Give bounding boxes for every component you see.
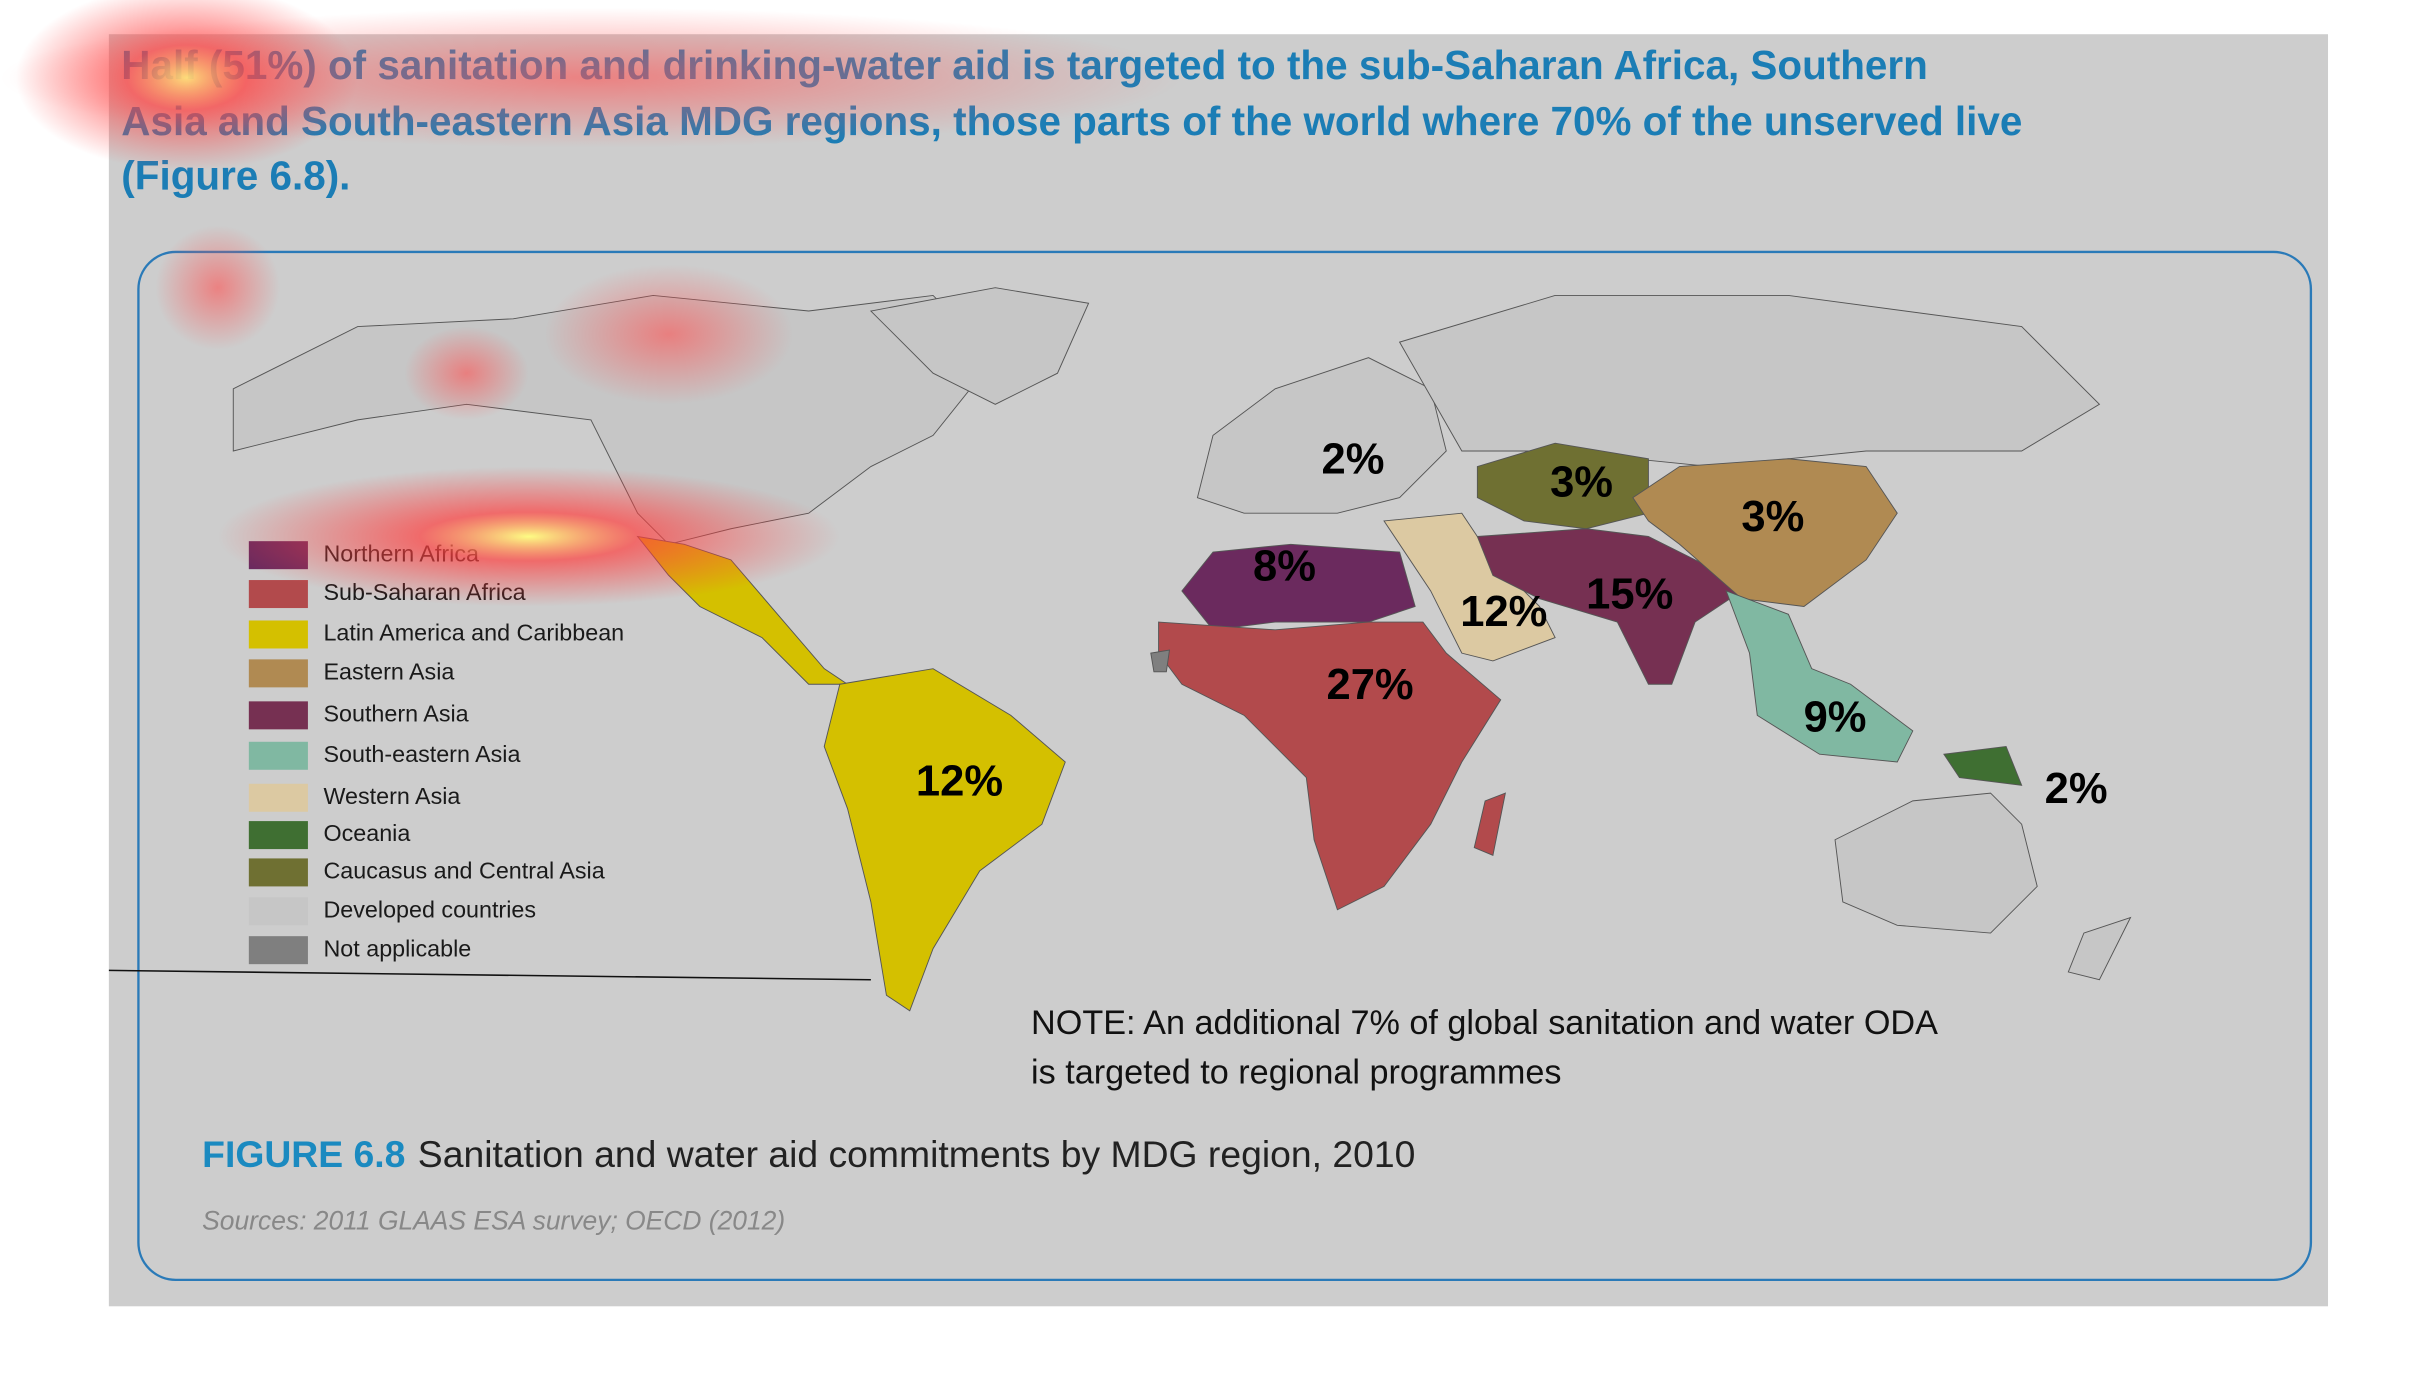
region <box>1150 649 1171 673</box>
legend-label: Oceania <box>323 820 410 846</box>
heading-line: Asia and South-eastern Asia MDG regions,… <box>121 98 2022 144</box>
legend-swatch <box>248 659 308 688</box>
legend-label: Latin America and Caribbean <box>323 620 624 646</box>
note-line: NOTE: An additional 7% of global sanitat… <box>1031 1004 1938 1042</box>
region <box>1473 792 1506 856</box>
figure-title: Sanitation and water aid commitments by … <box>418 1133 1416 1175</box>
legend-swatch <box>248 936 308 965</box>
legend-label: Developed countries <box>323 896 536 922</box>
legend-swatch <box>248 620 308 649</box>
caption: FIGURE 6.8 Sanitation and water aid commi… <box>202 1133 1415 1175</box>
legend-swatch <box>248 701 308 730</box>
region <box>1725 590 1914 763</box>
figure-label: FIGURE 6.8 <box>202 1133 405 1175</box>
region-share: 15% <box>1586 571 1673 619</box>
heading-line: (Figure 6.8). <box>121 153 350 199</box>
region <box>1632 458 1898 607</box>
region-share: 3% <box>1741 493 1804 541</box>
legend-swatch <box>248 580 308 609</box>
legend-label: Caucasus and Central Asia <box>323 858 604 884</box>
region-share: 9% <box>1804 694 1867 742</box>
region <box>1476 442 1649 530</box>
legend-label: Not applicable <box>323 935 471 961</box>
region <box>1476 528 1743 685</box>
region-share: 8% <box>1253 543 1316 591</box>
rule <box>108 969 871 981</box>
region <box>823 668 1066 1012</box>
heading-line: Half (51%) of sanitation and drinking-wa… <box>121 42 1928 88</box>
note-line: is targeted to regional programmes <box>1031 1054 1561 1092</box>
region-share: 3% <box>1550 459 1613 507</box>
legend-label: Sub-Saharan Africa <box>323 579 525 605</box>
region <box>1158 621 1502 911</box>
region-share: 2% <box>1321 435 1384 483</box>
frame <box>137 250 2313 1282</box>
region-share: 12% <box>916 757 1003 805</box>
map-labels: 2% 3% 3% 8% 12% 15% 27% 9% 2% 12% <box>916 435 2108 813</box>
region <box>1196 357 1447 514</box>
sources: Sources: 2011 GLAAS ESA survey; OECD (20… <box>202 1205 785 1235</box>
legend-swatch <box>248 541 308 570</box>
region-share: 27% <box>1326 661 1413 709</box>
region <box>1943 745 2023 786</box>
legend-label: Western Asia <box>323 783 460 809</box>
legend-swatch <box>248 897 308 926</box>
legend-label: South-eastern Asia <box>323 741 520 767</box>
legend-swatch <box>248 858 308 887</box>
legend-swatch <box>248 741 308 770</box>
region <box>1383 512 1556 662</box>
legend-swatch <box>248 783 308 812</box>
legend-label: Eastern Asia <box>323 659 454 685</box>
legend-label: Southern Asia <box>323 701 468 727</box>
region <box>1834 792 2038 934</box>
region <box>869 287 1090 405</box>
legend-label: Northern Africa <box>323 540 479 566</box>
region-share: 12% <box>1460 588 1547 636</box>
region <box>1398 295 2101 468</box>
region-share: 2% <box>2045 765 2108 813</box>
legend-swatch <box>248 821 308 850</box>
region <box>2067 916 2132 981</box>
